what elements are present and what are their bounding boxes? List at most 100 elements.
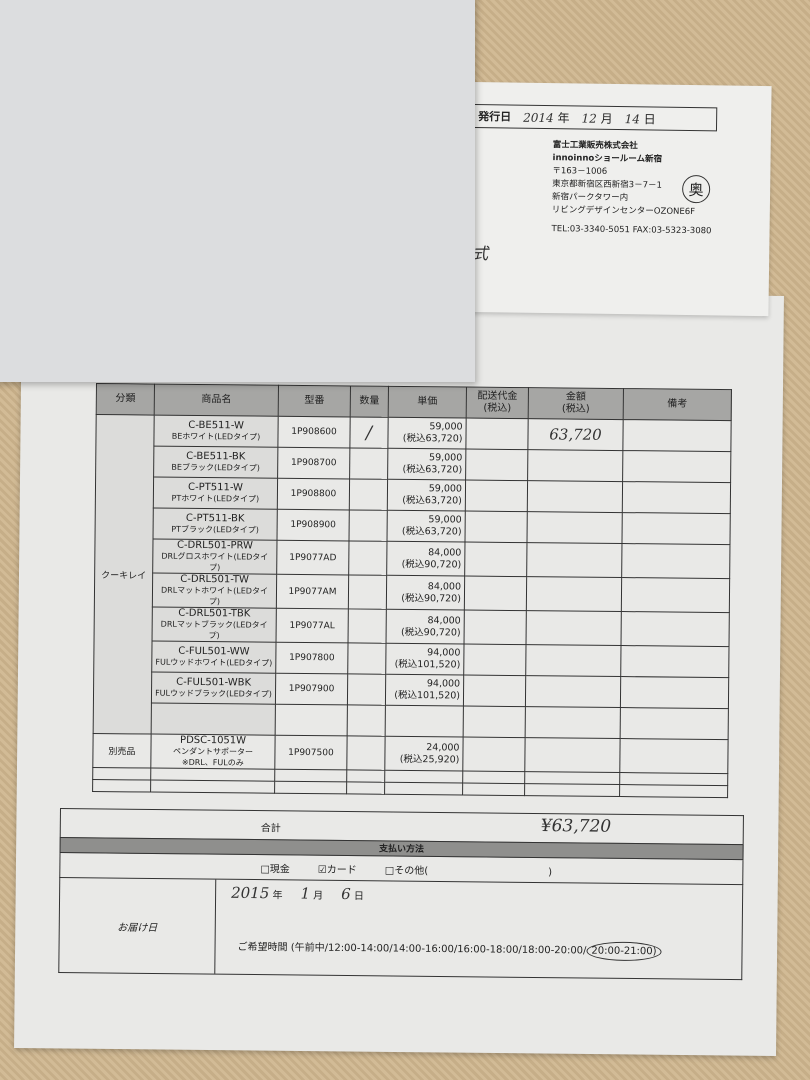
- address-line-3: リビングデザインセンターOZONE6F: [551, 205, 696, 218]
- time-options: ご希望時間 (午前中/12:00-14:00/14:00-16:00/16:00…: [237, 941, 587, 957]
- empty-cell: [150, 780, 275, 794]
- amount-cell: [526, 542, 622, 578]
- product-desc: PTホワイト(LEDタイプ): [171, 493, 260, 504]
- product-desc: FULウッドホワイト(LEDタイプ): [155, 657, 273, 668]
- unit-price-cell: 84,000 (税込90,720): [386, 541, 465, 577]
- price-tax: (税込25,920): [399, 753, 460, 766]
- delivery-date: 2015 年 1 月 6 日: [231, 884, 364, 903]
- remarks-cell: [621, 512, 731, 545]
- model-number: 1P9077AM: [276, 574, 349, 609]
- quantity-cell: /: [349, 416, 389, 449]
- month-unit: 月: [600, 111, 613, 126]
- empty-cell: [619, 772, 728, 786]
- empty-cell: [384, 782, 463, 796]
- empty-cell: [462, 783, 525, 796]
- amount-cell: [526, 576, 622, 612]
- remarks-cell: [622, 481, 731, 514]
- empty-cell: [275, 704, 348, 736]
- empty-cell: [619, 784, 728, 798]
- product-name-cell: C-DRL501-TW DRLマットホワイト(LEDタイプ): [152, 573, 277, 609]
- empty-cell: [385, 705, 464, 738]
- time-selected: 20:00-21:00): [586, 941, 662, 962]
- empty-cell: [525, 706, 621, 739]
- table-row: 別売品 PDSC-1051W ペンダントサポーター ※DRL、FULのみ 1P90750…: [92, 733, 729, 774]
- amount-cell: [525, 644, 622, 677]
- product-name-cell: C-FUL501-WW FULウッドホワイト(LEDタイプ): [151, 641, 277, 674]
- shipping-cell: [464, 576, 527, 611]
- price: 59,000: [428, 483, 463, 495]
- product-desc: FULウッドブラック(LEDタイプ): [155, 688, 272, 699]
- payment-cash-checkbox[interactable]: □現金: [260, 863, 290, 875]
- shipping-cell: [464, 542, 527, 577]
- remarks-cell: [621, 611, 730, 647]
- month-unit: 月: [313, 890, 324, 902]
- price: 94,000: [427, 647, 461, 659]
- shipping-cell: [465, 449, 528, 481]
- remarks-cell: [621, 577, 730, 613]
- empty-cell: [524, 771, 620, 785]
- product-desc: DRLマットブラック(LEDタイプ): [160, 619, 268, 641]
- column-header: 数量: [350, 385, 389, 418]
- empty-cell: [463, 706, 526, 738]
- price: 84,000: [427, 614, 461, 627]
- quantity-cell: [349, 447, 388, 480]
- category-cell: クーキレイ: [93, 414, 155, 735]
- empty-cell: [274, 781, 347, 794]
- delivery-label: お届け日: [59, 878, 217, 974]
- product-name-cell: C-BE511-BK BEブラック(LEDタイプ): [153, 446, 278, 479]
- unit-price-cell: 84,000 (税込90,720): [386, 575, 465, 611]
- delivery-month: 1: [300, 884, 311, 903]
- payment-other-checkbox[interactable]: □その他(): [385, 861, 552, 878]
- day-unit: 日: [353, 891, 364, 903]
- unit-price-cell: 59,000 (税込63,720): [387, 448, 466, 481]
- product-name-cell: C-PT511-BK PTブラック(LEDタイプ): [153, 508, 278, 541]
- price-tax: (税込63,720): [402, 463, 463, 476]
- shipping-cell: [464, 511, 528, 543]
- delivery-day: 6: [341, 884, 351, 904]
- total-label: 合計: [260, 823, 281, 835]
- unit-price-cell: 59,000 (税込63,720): [387, 479, 466, 512]
- payment-card-checkbox[interactable]: ☑カード: [317, 864, 357, 876]
- delivery-time: ご希望時間 (午前中/12:00-14:00/14:00-16:00/16:00…: [237, 938, 662, 962]
- product-desc: BEブラック(LEDタイプ): [171, 462, 260, 473]
- shipping-cell: [464, 610, 527, 645]
- price-tax: (税込63,720): [401, 525, 462, 538]
- empty-cell: [92, 767, 151, 781]
- blank-paper-sheet: [0, 0, 475, 382]
- empty-cell: [619, 738, 729, 774]
- model-number: 1P9077AL: [276, 608, 349, 643]
- amount-cell: [525, 675, 621, 708]
- empty-cell: [524, 783, 620, 797]
- product-desc: DRLグロスホワイト(LEDタイプ): [161, 551, 269, 573]
- empty-cell: [347, 704, 386, 737]
- shipping-cell: [463, 675, 526, 707]
- empty-cell: [346, 769, 385, 783]
- quantity-cell: [348, 509, 388, 542]
- issue-year: 2014: [523, 110, 554, 125]
- empty-cell: [524, 737, 621, 773]
- unit-price-cell: 59,000 (税込63,720): [386, 510, 466, 543]
- product-name-cell: [151, 703, 276, 736]
- price: 59,000: [429, 421, 463, 433]
- delivery-year: 2015: [231, 883, 270, 903]
- form-bottom-section: 合計 ¥63,720 支払い方法 □現金 ☑カード □その他() お届け日 20…: [58, 808, 744, 981]
- column-header: 備考: [623, 388, 732, 421]
- price-tax: (税込63,720): [402, 494, 462, 507]
- payment-other-close: ): [548, 866, 553, 878]
- quantity-cell: [348, 540, 387, 576]
- product-note: ※DRL、FULのみ: [181, 757, 244, 768]
- order-table: 分類 商品名 型番 数量 単価 配送代金 (税込) 金額 (税込) 備考 クーキレイ C-BE5…: [92, 383, 732, 798]
- remarks-cell: [621, 543, 730, 579]
- unit-price-cell: 94,000 (税込101,520): [385, 643, 465, 676]
- price-tax: (税込63,720): [402, 432, 463, 445]
- year-unit: 年: [272, 890, 283, 902]
- total-value: ¥63,720: [540, 816, 612, 837]
- unit-price-cell: 84,000 (税込90,720): [386, 609, 465, 645]
- price-tax: (税込101,520): [394, 658, 461, 671]
- model-number: 1P9077AD: [276, 540, 349, 575]
- price-tax: (税込101,520): [394, 689, 461, 702]
- unit-price-cell: 24,000 (税込25,920): [384, 736, 464, 772]
- price: 84,000: [428, 546, 462, 559]
- amount-cell: 63,720: [527, 418, 624, 451]
- quantity-cell: [348, 574, 387, 610]
